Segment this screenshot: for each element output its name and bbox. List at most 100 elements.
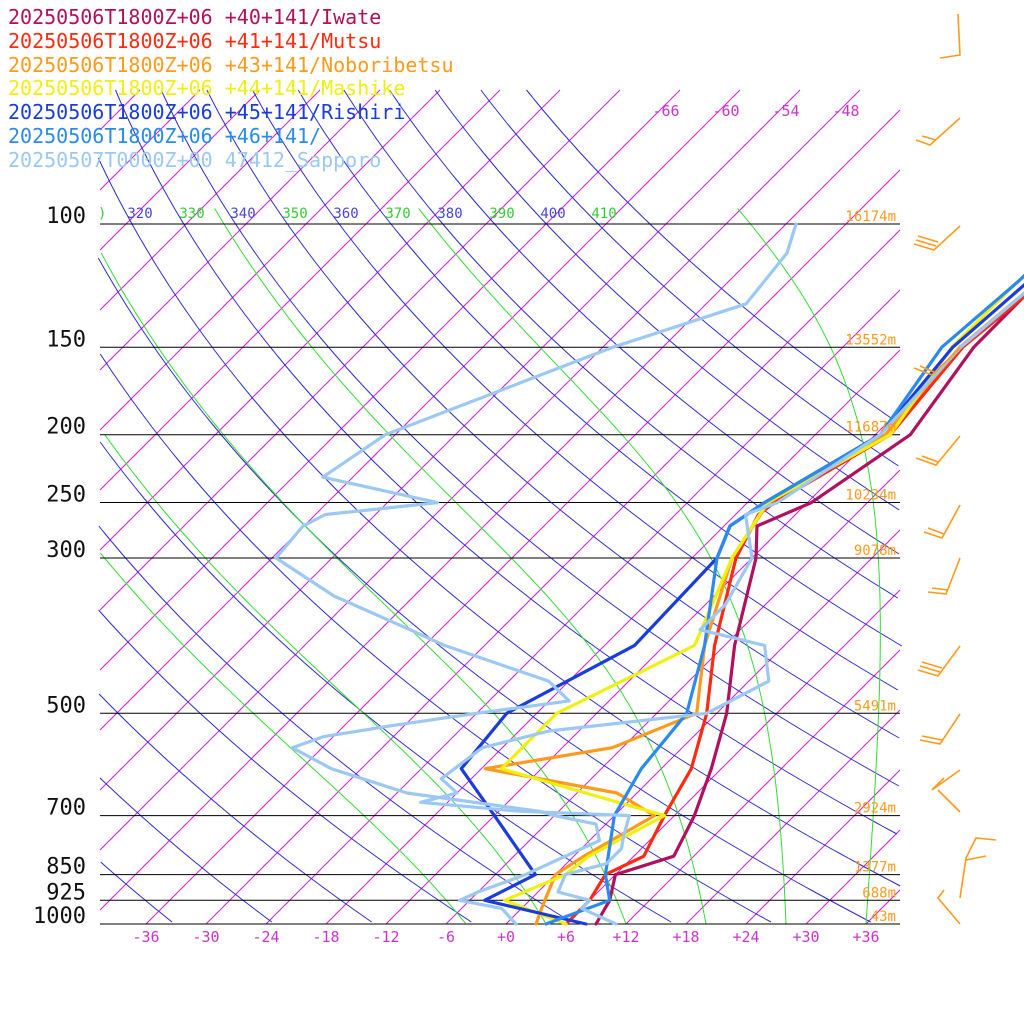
upper-temperature-label: -60 (712, 102, 739, 120)
series-line-3 (499, 273, 1024, 926)
wind-barb (936, 889, 961, 925)
height-label: 1377m (854, 860, 896, 876)
isotherm-lines (99, 89, 901, 925)
height-label: 9078m (854, 543, 896, 559)
wind-barbs (913, 13, 997, 925)
isotherm-line (685, 709, 901, 925)
temperature-tick-label: -6 (437, 928, 455, 946)
isotherm-line (205, 229, 901, 925)
dry-adiabat (115, 89, 898, 835)
series-line-0 (594, 294, 1024, 926)
theta-label: 330 (179, 206, 204, 222)
height-label: 16174m (845, 209, 896, 225)
pressure-label: 850 (46, 855, 86, 880)
isotherm-line (99, 109, 901, 911)
pressure-label: 100 (46, 204, 86, 229)
dry-adiabat (389, 89, 900, 555)
wind-barb (915, 435, 961, 466)
isotherm-line (145, 169, 901, 925)
theta-label: 350 (282, 206, 307, 222)
dry-adiabat (100, 861, 173, 923)
isotherm-line (265, 289, 901, 925)
theta-label: 390 (489, 206, 514, 222)
temperature-tick-label: +6 (557, 928, 575, 946)
series-line-7 (274, 222, 798, 926)
wind-barb (959, 837, 997, 899)
isotherm-line (99, 89, 621, 611)
wind-barb (917, 645, 961, 677)
theta-label: 370 (385, 206, 410, 222)
wind-barb (915, 117, 961, 146)
wind-barb (923, 504, 961, 539)
isotherm-line (99, 89, 741, 731)
dry-adiabat (97, 257, 871, 923)
isobar-lines (100, 223, 900, 925)
isotherm-line (445, 469, 901, 925)
theta-label: 400 (540, 206, 565, 222)
series-line-2 (483, 291, 1024, 926)
moist-adiabat (99, 552, 467, 925)
temperature-tick-label: +18 (672, 928, 699, 946)
isotherm-line (99, 89, 501, 491)
wind-barb (931, 769, 961, 813)
dry-adiabat (206, 89, 900, 739)
legend-entry: 20250506T1800Z+06 +46+141/ (8, 123, 322, 148)
isotherm-line (805, 829, 901, 925)
pressure-label: 700 (46, 796, 86, 821)
dry-adiabat (98, 693, 372, 923)
temperature-tick-label: -12 (372, 928, 399, 946)
legend-entry: 20250506T1800Z+06 +45+141/Rishiri (8, 100, 406, 125)
series-line-1 (564, 294, 1024, 926)
height-label: 43m (871, 909, 896, 925)
wind-barb (927, 557, 961, 595)
legend-entry: 20250506T1800Z+06 +41+141/Mutsu (8, 28, 382, 53)
series-line-5 (544, 273, 1024, 926)
legend: 20250506T1800Z+06 +40+141/Iwate 20250506T… (8, 5, 454, 173)
dry-adiabat (434, 89, 900, 511)
theta-label: 410 (591, 206, 616, 222)
isotherm-line (99, 89, 201, 191)
isotherm-line (99, 89, 441, 431)
legend-entry: 20250507T0000Z+00 47412_Sapporo (8, 147, 382, 172)
series-line-4 (459, 283, 1024, 926)
dry-adiabat (343, 89, 898, 599)
sounding-series (274, 222, 1024, 926)
isotherm-line (99, 89, 561, 551)
temperature-tick-label: +24 (732, 928, 759, 946)
theta-label: 320 (127, 206, 152, 222)
dry-adiabat (99, 353, 772, 923)
legend-entry: 20250506T1800Z+06 +43+141/Noboribetsu (8, 52, 454, 77)
series-line-6 (419, 291, 1024, 926)
pressure-label: 925 (46, 880, 86, 905)
theta-label: 340 (230, 206, 255, 222)
dry-adiabat (97, 157, 901, 887)
temperature-tick-label: +36 (852, 928, 879, 946)
wind-barb (913, 225, 961, 251)
temperature-tick-label: -30 (192, 928, 219, 946)
dry-adiabat (98, 609, 472, 923)
temperature-tick-label: +12 (612, 928, 639, 946)
pressure-label: 500 (46, 693, 86, 718)
isotherm-line (625, 649, 901, 925)
temperature-tick-label: +0 (497, 928, 515, 946)
pressure-label: 200 (46, 415, 86, 440)
moist-adiabat (737, 208, 881, 925)
wind-barb (919, 713, 961, 745)
pressure-label: 150 (46, 327, 86, 352)
moist-adiabat (104, 434, 547, 925)
legend-entry: 20250506T1800Z+06 +40+141/Iwate (8, 5, 382, 29)
pressure-label: 250 (46, 483, 86, 508)
dry-adiabat (526, 89, 898, 423)
pressure-label: 1000 (33, 904, 86, 929)
theta-label: 360 (333, 206, 358, 222)
isotherm-line (385, 409, 901, 925)
temperature-tick-label: -24 (252, 928, 279, 946)
pressure-label: 300 (46, 538, 86, 563)
upper-temperature-label: -48 (832, 102, 859, 120)
isotherm-line (99, 89, 681, 671)
isotherm-line (99, 89, 321, 311)
dry-adiabat (160, 89, 900, 787)
wind-barb (939, 13, 961, 59)
temperature-tick-label: -18 (312, 928, 339, 946)
